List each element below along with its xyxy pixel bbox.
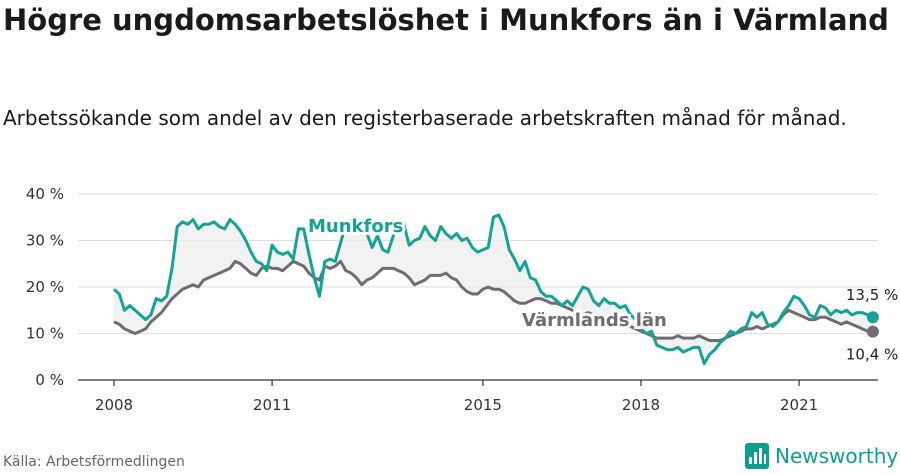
y-tick-label: 10 % (26, 325, 64, 343)
series-lines (113, 213, 874, 366)
brand-name: Newsworthy (775, 444, 899, 468)
end-point-munkfors (866, 311, 879, 324)
x-tick-label: 2008 (95, 396, 133, 414)
page-title: Högre ungdomsarbetslöshet i Munkfors än … (3, 3, 889, 37)
series-label-varmland: Värmlands län (522, 310, 667, 331)
source-note: Källa: Arbetsförmedlingen (3, 454, 185, 470)
x-axis-ticks: 2008 2011 2015 2018 2021 (95, 380, 818, 414)
grid: 0 % 10 % 20 % 30 % 40 % (26, 185, 878, 389)
y-tick-label: 0 % (35, 371, 64, 389)
series-label-munkfors: Munkfors (308, 216, 403, 237)
x-tick-label: 2015 (464, 396, 502, 414)
x-tick-label: 2021 (780, 396, 818, 414)
y-tick-label: 40 % (26, 185, 64, 203)
y-tick-label: 30 % (26, 232, 64, 250)
x-tick-label: 2011 (253, 396, 291, 414)
y-tick-label: 20 % (26, 278, 64, 296)
series-line-munkfors (113, 213, 874, 366)
brand-logo: Newsworthy (745, 441, 898, 471)
end-value-label-varmland: 10,4 % (846, 346, 898, 364)
newsworthy-logo-icon (745, 443, 769, 469)
page-subtitle: Arbetssökande som andel av den registerb… (3, 106, 847, 130)
end-value-label-munkfors: 13,5 % (846, 286, 898, 304)
end-point-varmland (866, 325, 879, 338)
series-line-varmland (113, 259, 874, 342)
x-tick-label: 2018 (622, 396, 660, 414)
